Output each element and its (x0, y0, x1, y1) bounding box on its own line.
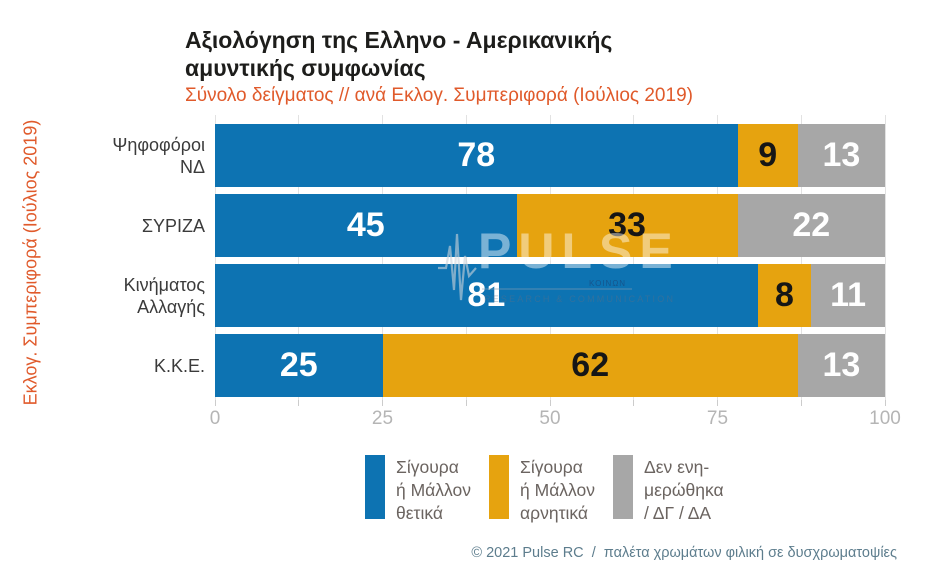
x-axis-tick (717, 400, 718, 406)
gridline (298, 115, 300, 400)
category-labels-column: Ψηφοφόροι ΝΔ ΣΥΡΙΖΑ Κινήματος Αλλαγής Κ.Κ.Ε… (60, 115, 205, 400)
x-axis-tick (298, 400, 300, 406)
legend-label: Δεν ενη- μερώθηκα / ΔΓ / ΔΑ (644, 457, 724, 523)
legend-label: Σίγουρα ή Μάλλον θετικά (396, 457, 472, 523)
legend-item: Σίγουρα ή Μάλλον θετικά (365, 455, 471, 525)
bar-segment: 8 (757, 264, 812, 327)
gridline (633, 115, 635, 400)
x-axis-tick-label: 50 (539, 408, 561, 429)
x-axis-tick (465, 400, 467, 406)
bar-row: 78 9 13 (215, 124, 885, 187)
gridline (800, 115, 802, 400)
bar-segment: 81 (215, 264, 758, 327)
x-axis-tick (382, 400, 383, 406)
bar-row: 81 8 11 (215, 264, 885, 327)
legend-swatch (365, 455, 385, 519)
gridline (717, 115, 718, 400)
gridline (549, 115, 551, 400)
plot-area: 78 9 13 45 33 22 81 8 11 25 62 13 0 25 50 75 100 (210, 115, 901, 429)
category-label: ΣΥΡΙΖΑ (141, 215, 205, 236)
bar-segment: 11 (811, 264, 885, 327)
x-axis-tick (214, 400, 216, 406)
bar-segment: 62 (382, 334, 798, 397)
gridline (214, 115, 216, 400)
bar-segment: 33 (516, 194, 738, 257)
bar-segment: 9 (737, 124, 798, 187)
chart-legend: Σίγουρα ή Μάλλον θετικά Σίγουρα ή Μάλλον … (365, 455, 742, 525)
bar-segment: 78 (215, 124, 738, 187)
footer-credit: © 2021 Pulse RC / παλέτα χρωμάτων φιλική… (471, 545, 897, 561)
bar-row: 45 33 22 (215, 194, 885, 257)
category-label: Κινήματος Αλλαγής (123, 274, 205, 317)
x-axis-tick-label: 100 (869, 408, 901, 429)
bar-segment: 25 (215, 334, 383, 397)
bar-segment: 22 (737, 194, 885, 257)
gridline (884, 115, 886, 400)
bar-segment: 13 (797, 124, 885, 187)
chart-title: Αξιολόγηση της Ελληνο - Αμερικανικής αμυ… (185, 27, 613, 81)
y-axis-label: Εκλογ. Συμπεριφορά (Ιούλιος 2019) (20, 119, 41, 406)
category-label: Ψηφοφόροι ΝΔ (112, 134, 205, 177)
x-axis-tick (633, 400, 635, 406)
bar-segment: 45 (215, 194, 517, 257)
legend-swatch (489, 455, 510, 519)
x-axis-tick (884, 400, 886, 406)
legend-item: Δεν ενη- μερώθηκα / ΔΓ / ΔΑ (613, 455, 724, 525)
x-axis-tick (800, 400, 802, 406)
x-axis-tick-label: 25 (371, 408, 394, 429)
legend-label: Σίγουρα ή Μάλλον αρνητικά (520, 457, 596, 523)
chart-subtitle: Σύνολο δείγματος // ανά Εκλογ. Συμπεριφο… (185, 85, 693, 106)
category-label: Κ.Κ.Ε. (153, 355, 205, 376)
legend-swatch (613, 455, 634, 519)
gridline (382, 115, 383, 400)
x-axis-tick (549, 400, 551, 406)
x-axis-tick-label: 0 (209, 408, 221, 429)
legend-item: Σίγουρα ή Μάλλον αρνητικά (489, 455, 595, 525)
bar-row: 25 62 13 (215, 334, 885, 397)
x-axis-tick-label: 75 (706, 408, 729, 429)
bar-segment: 13 (797, 334, 885, 397)
